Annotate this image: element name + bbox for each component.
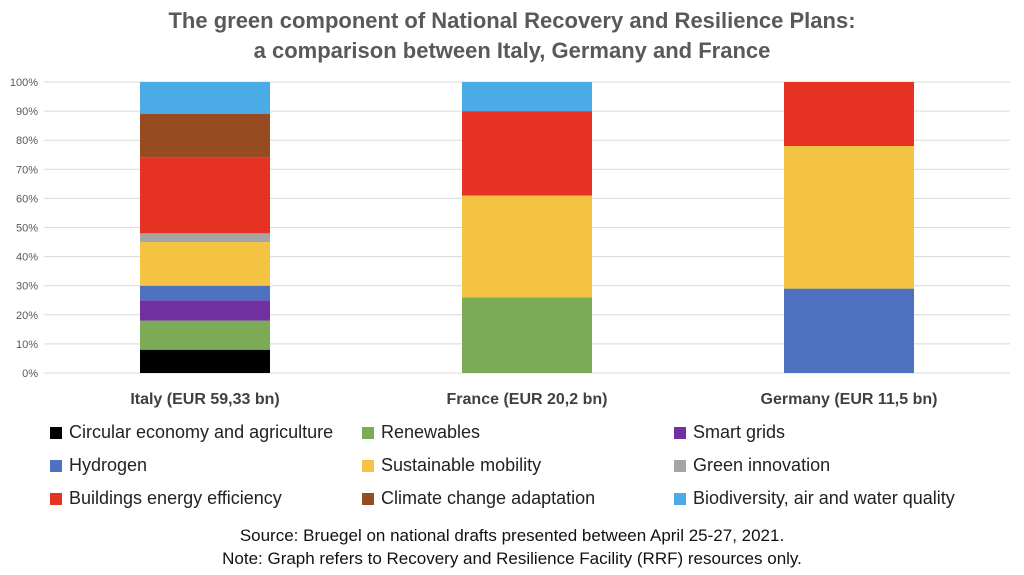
legend-item: Biodiversity, air and water quality: [674, 488, 955, 509]
chart-title-line1: The green component of National Recovery…: [168, 8, 856, 33]
bar-segment: [462, 195, 592, 298]
legend-label: Sustainable mobility: [381, 455, 542, 475]
x-category-label: Germany (EUR 11,5 bn): [761, 391, 938, 408]
bar-segment: [140, 349, 270, 373]
legend-item: Renewables: [362, 422, 480, 443]
rrf-note: Note: Graph refers to Recovery and Resil…: [222, 549, 802, 568]
y-tick-label: 90%: [16, 106, 38, 118]
legend-item: Smart grids: [674, 422, 785, 443]
y-tick-label: 20%: [16, 310, 38, 322]
y-tick-label: 70%: [16, 164, 38, 176]
y-tick-label: 40%: [16, 252, 38, 264]
bar-segment: [784, 146, 914, 289]
legend-swatch: [362, 426, 374, 439]
bar-segment: [140, 157, 270, 234]
legend-swatch: [362, 459, 374, 472]
legend-label: Climate change adaptation: [381, 488, 596, 508]
bar-segment: [140, 285, 270, 301]
bar-segment: [140, 242, 270, 286]
y-tick-label: 80%: [16, 135, 38, 147]
legend-item: Green innovation: [674, 455, 830, 476]
bar-segment: [784, 82, 914, 147]
legend-swatch: [674, 426, 686, 439]
legend-swatch: [674, 492, 686, 505]
legend-label: Buildings energy efficiency: [69, 488, 282, 508]
bar-segment: [140, 320, 270, 350]
chart-title-line2: a comparison between Italy, Germany and …: [253, 38, 771, 63]
y-tick-label: 100%: [10, 77, 38, 89]
legend-swatch: [50, 459, 62, 472]
legend-label: Circular economy and agriculture: [69, 422, 334, 442]
bar-segment: [784, 288, 914, 373]
legend-item: Sustainable mobility: [362, 455, 541, 476]
legend-item: Hydrogen: [50, 455, 147, 476]
legend-label: Hydrogen: [69, 455, 148, 475]
source-note: Source: Bruegel on national drafts prese…: [239, 526, 785, 545]
y-tick-label: 60%: [16, 193, 38, 205]
y-tick-label: 50%: [16, 223, 38, 235]
x-category-label: Italy (EUR 59,33 bn): [130, 391, 279, 408]
x-category-label: France (EUR 20,2 bn): [447, 391, 608, 408]
bar-segment: [140, 300, 270, 321]
legend-swatch: [50, 492, 62, 505]
legend-swatch: [50, 426, 62, 439]
bar-segment: [462, 111, 592, 196]
bar-segment: [462, 82, 592, 112]
bar-segment: [140, 114, 270, 158]
legend-label: Green innovation: [693, 455, 831, 475]
bar-segment: [140, 82, 270, 115]
y-tick-label: 0%: [22, 368, 38, 380]
legend-label: Biodiversity, air and water quality: [693, 488, 955, 508]
bar-segment: [462, 297, 592, 373]
legend-label: Renewables: [381, 422, 481, 442]
legend-label: Smart grids: [693, 422, 786, 442]
y-tick-label: 30%: [16, 281, 38, 293]
legend-item: Circular economy and agriculture: [50, 422, 333, 443]
legend-swatch: [362, 492, 374, 505]
y-tick-label: 10%: [16, 339, 38, 351]
bar-segment: [140, 233, 270, 243]
legend-swatch: [674, 459, 686, 472]
legend-item: Climate change adaptation: [362, 488, 595, 509]
legend-item: Buildings energy efficiency: [50, 488, 282, 509]
